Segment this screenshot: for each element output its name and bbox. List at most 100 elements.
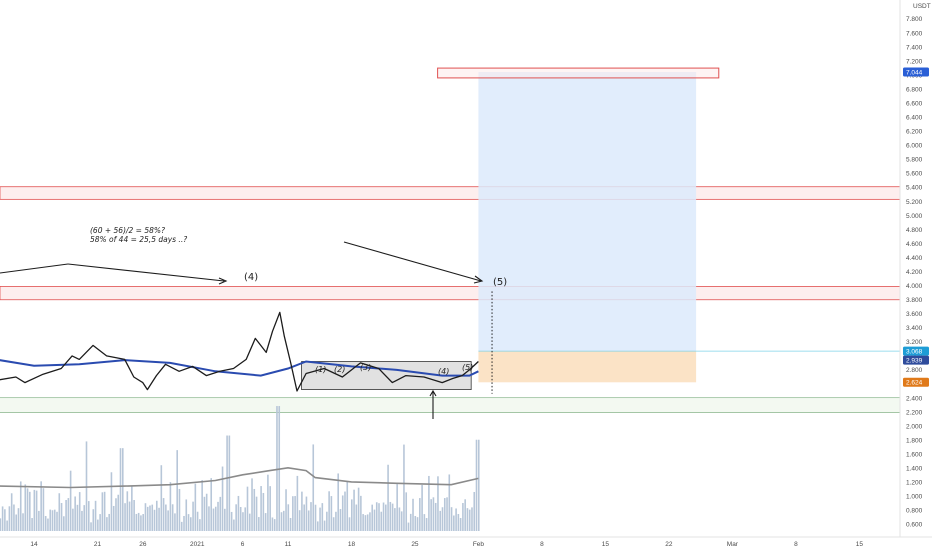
arrow-head-icon — [473, 275, 484, 284]
drawings-layer — [0, 241, 493, 419]
volume-bar — [353, 489, 355, 531]
volume-bar — [332, 517, 335, 531]
trend-line-right[interactable] — [343, 241, 482, 282]
volume-bar — [103, 491, 106, 531]
volume-bar — [350, 499, 353, 531]
time-axis-ticks[interactable]: 14 21 26 2021 6 11 18 25 Feb 8 15 22 Mar 8 15 — [30, 541, 863, 548]
wave-label-5-small: (5) — [462, 363, 473, 372]
volume-bar — [158, 507, 160, 531]
position-stop-area[interactable] — [478, 351, 697, 383]
resistance-zone-lower[interactable] — [0, 286, 901, 301]
volume-bar — [459, 518, 462, 531]
volume-bar — [178, 488, 181, 531]
volume-bar — [144, 503, 147, 531]
volume-bar — [477, 439, 480, 531]
volume-bar — [448, 474, 451, 531]
volume-bar — [244, 507, 247, 531]
time-tick-label: Mar — [727, 541, 739, 548]
volume-bar — [409, 513, 412, 531]
volume-bar — [414, 516, 417, 531]
volume-bar — [0, 518, 2, 531]
trend-line-left-a[interactable] — [0, 263, 69, 274]
support-band — [0, 398, 900, 413]
volume-bar — [389, 501, 392, 531]
volume-bar — [199, 519, 201, 531]
volume-bar — [267, 474, 269, 531]
volume-bar — [165, 504, 167, 531]
price-tick-label: 6.800 — [906, 86, 923, 93]
volume-bar — [72, 508, 74, 531]
volume-bar — [305, 496, 308, 531]
volume-bar — [228, 435, 231, 531]
volume-bar — [248, 513, 251, 531]
volume-bar — [38, 510, 40, 531]
time-tick-label: 6 — [241, 541, 245, 548]
volume-bar — [323, 520, 326, 531]
volume-bar — [29, 491, 31, 531]
volume-bar — [194, 483, 197, 531]
volume-bar — [462, 503, 464, 531]
price-tick-label: 3.600 — [906, 311, 923, 318]
price-series — [0, 311, 479, 392]
target-zone-box[interactable] — [437, 67, 720, 79]
volume-bar — [419, 498, 421, 531]
volume-bar — [375, 502, 378, 531]
volume-bar — [40, 481, 42, 531]
volume-bar — [262, 492, 265, 531]
volume-bar — [289, 517, 292, 531]
volume-bar — [473, 491, 476, 531]
position-target-area[interactable] — [478, 72, 697, 352]
volume-bar — [133, 500, 135, 531]
price-tick-label: 2.800 — [906, 367, 923, 374]
volume-bar — [183, 515, 185, 531]
volume-bar — [19, 481, 22, 531]
price-axis-panel[interactable] — [900, 0, 932, 537]
volume-bar — [335, 511, 337, 531]
price-tick-label: 1.600 — [906, 451, 923, 458]
volume-bar — [464, 499, 466, 531]
volume-bar — [468, 509, 471, 531]
volume-bar — [307, 510, 310, 531]
volume-bar — [185, 499, 188, 531]
volume-bar — [432, 497, 435, 531]
price-tick-label: 7.400 — [906, 44, 923, 51]
volume-bar — [457, 514, 460, 531]
volume-bar — [78, 492, 81, 531]
volume-bar — [230, 511, 233, 531]
volume-bar — [273, 519, 276, 531]
volume-bar — [126, 491, 129, 531]
volume-bar — [56, 511, 58, 531]
volume-bar — [180, 521, 183, 531]
price-badge-label: 2.624 — [906, 380, 923, 387]
price-badge-label: 2.939 — [906, 358, 923, 365]
price-tick-label: 5.800 — [906, 157, 923, 164]
resistance-zone-upper[interactable] — [0, 186, 901, 200]
volume-bar — [13, 504, 15, 531]
volume-bar — [196, 511, 199, 531]
volume-bar — [326, 511, 328, 531]
volume-bar — [44, 516, 47, 531]
volume-bar — [294, 496, 296, 531]
volume-bar — [321, 503, 324, 531]
volume-bar — [387, 464, 389, 531]
volume-bar — [58, 493, 61, 531]
volume-bar — [382, 502, 385, 531]
volume-bar — [360, 495, 362, 531]
volume-bar — [131, 486, 133, 531]
formula-annotation-line1: (60 + 56)/2 = 58%? — [90, 226, 165, 235]
price-tick-label: 1.800 — [906, 437, 923, 444]
price-axis-ticks: 0.600 0.800 1.000 1.200 1.400 1.600 1.800 2.000… — [906, 16, 923, 528]
volume-bar — [94, 500, 97, 531]
price-badge-label: 7.044 — [906, 69, 923, 76]
volume-bar — [119, 448, 122, 531]
volume-bar — [112, 505, 115, 531]
volume-bar — [246, 486, 249, 531]
volume-bar — [49, 509, 52, 531]
volume-bar — [137, 512, 140, 531]
volume-bar — [378, 503, 380, 531]
trend-line-left-b[interactable] — [67, 263, 225, 282]
wave-label-2: (2) — [334, 365, 345, 374]
price-tick-label: 5.000 — [906, 213, 923, 220]
price-badges: 7.044 3.068 2.939 2.624 — [903, 67, 929, 387]
